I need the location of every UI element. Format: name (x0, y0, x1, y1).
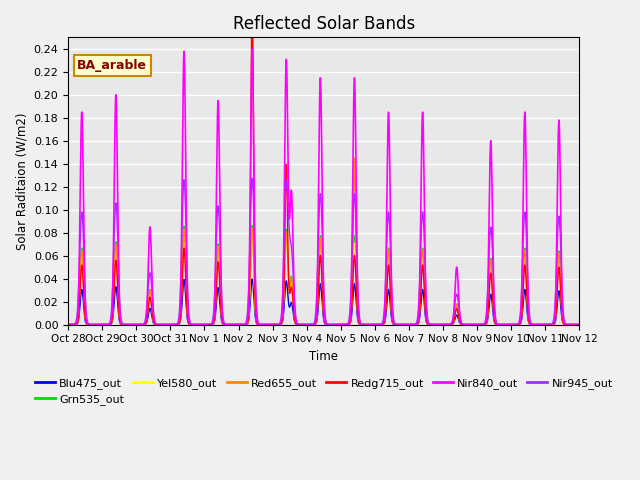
Line: Redg715_out: Redg715_out (68, 0, 579, 324)
Yel580_out (283, 235, 291, 240)
Title: Reflected Solar Bands: Reflected Solar Bands (232, 15, 415, 33)
Blu475_out (153, 322, 161, 327)
Yel580_out (248, 231, 256, 237)
Grn535_out (248, 222, 256, 228)
Nir840_out (260, 322, 268, 327)
Nir840_out (575, 322, 583, 327)
Legend: Blu475_out, Grn535_out, Yel580_out, Red655_out, Redg715_out, Nir840_out, Nir945_: Blu475_out, Grn535_out, Yel580_out, Red6… (30, 373, 618, 409)
Yel580_out (123, 322, 131, 327)
Grn535_out (283, 227, 291, 233)
Red655_out (575, 322, 583, 327)
Red655_out (282, 229, 290, 235)
Nir945_out (575, 322, 583, 327)
Blu475_out (64, 322, 72, 327)
Nir945_out (64, 322, 72, 327)
Yel580_out (566, 322, 573, 327)
Redg715_out (511, 322, 518, 327)
Grn535_out (260, 322, 268, 327)
Redg715_out (260, 322, 268, 327)
Yel580_out (64, 322, 72, 327)
Blu475_out (248, 276, 256, 282)
Text: BA_arable: BA_arable (77, 59, 147, 72)
Nir840_out (64, 322, 72, 327)
Red655_out (566, 322, 573, 327)
Nir945_out (566, 322, 573, 327)
X-axis label: Time: Time (309, 350, 339, 363)
Blu475_out (566, 322, 573, 327)
Nir840_out (123, 322, 131, 327)
Yel580_out (511, 322, 518, 327)
Grn535_out (511, 322, 518, 327)
Y-axis label: Solar Raditaion (W/m2): Solar Raditaion (W/m2) (15, 112, 28, 250)
Red655_out (511, 322, 518, 327)
Grn535_out (566, 322, 573, 327)
Blu475_out (123, 322, 131, 327)
Line: Nir945_out: Nir945_out (68, 179, 579, 324)
Nir840_out (283, 59, 291, 64)
Line: Blu475_out: Blu475_out (68, 279, 579, 324)
Grn535_out (64, 322, 72, 327)
Grn535_out (153, 322, 161, 327)
Red655_out (64, 322, 72, 327)
Grn535_out (123, 322, 131, 327)
Line: Nir840_out: Nir840_out (68, 49, 579, 324)
Line: Grn535_out: Grn535_out (68, 225, 579, 324)
Redg715_out (64, 322, 72, 327)
Yel580_out (260, 322, 268, 327)
Nir945_out (123, 322, 131, 327)
Yel580_out (575, 322, 583, 327)
Redg715_out (123, 322, 131, 327)
Nir945_out (283, 178, 291, 183)
Yel580_out (153, 322, 161, 327)
Redg715_out (575, 322, 583, 327)
Nir945_out (153, 322, 161, 327)
Line: Red655_out: Red655_out (68, 158, 579, 324)
Nir840_out (248, 46, 256, 52)
Blu475_out (575, 322, 583, 327)
Grn535_out (575, 322, 583, 327)
Red655_out (123, 322, 131, 327)
Red655_out (153, 322, 161, 327)
Nir840_out (153, 322, 161, 327)
Nir840_out (511, 322, 518, 327)
Nir840_out (566, 322, 573, 327)
Red655_out (351, 155, 358, 161)
Red655_out (260, 322, 268, 327)
Nir945_out (511, 322, 518, 327)
Blu475_out (260, 322, 268, 327)
Nir945_out (260, 322, 268, 327)
Redg715_out (153, 322, 161, 327)
Redg715_out (566, 322, 573, 327)
Nir945_out (248, 176, 256, 181)
Blu475_out (283, 278, 291, 284)
Blu475_out (511, 322, 518, 327)
Line: Yel580_out: Yel580_out (68, 234, 579, 324)
Redg715_out (283, 164, 291, 169)
